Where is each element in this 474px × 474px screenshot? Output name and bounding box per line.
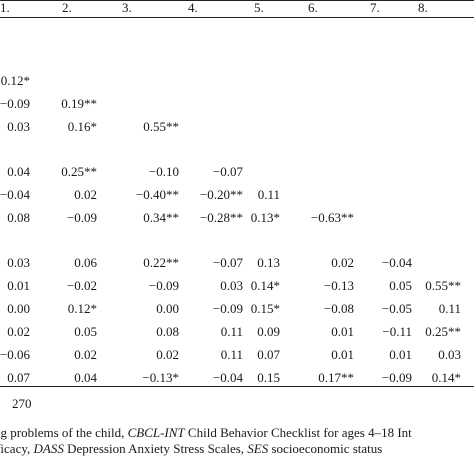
correlation-cell: 0.08 — [156, 324, 179, 339]
correlation-cell: −0.04 — [381, 255, 412, 270]
correlation-cell: 0.03 — [7, 255, 30, 270]
footnote-text: Depression Anxiety Stress Scales, — [63, 441, 248, 456]
correlation-cell: 0.01 — [389, 347, 412, 362]
correlation-cell: −0.09 — [0, 96, 30, 111]
correlation-cell: 0.04 — [74, 370, 97, 385]
correlation-cell: 0.00 — [7, 301, 30, 316]
correlation-cell: 0.15 — [257, 370, 280, 385]
correlation-cell: −0.28** — [199, 210, 243, 225]
correlation-cell: −0.63** — [310, 210, 354, 225]
correlation-cell: −0.13* — [142, 370, 179, 385]
footnote-text: Child Behavior Checklist for ages 4–18 I… — [184, 425, 412, 440]
column-header: 5. — [254, 0, 264, 15]
correlation-cell: 0.02 — [156, 347, 179, 362]
correlation-cell: 0.15* — [250, 301, 280, 316]
correlation-cell: 0.01 — [331, 324, 354, 339]
correlation-cell: 0.14* — [431, 370, 461, 385]
correlation-cell: 0.19** — [61, 96, 97, 111]
correlation-cell: −0.12* — [0, 73, 30, 88]
correlation-cell: 0.03 — [220, 278, 243, 293]
correlation-cell: −0.04 — [0, 187, 30, 202]
header-rule — [0, 17, 474, 18]
correlation-cell: 0.12* — [67, 301, 97, 316]
correlation-cell: 0.55** — [425, 278, 461, 293]
abbreviation-dass: DASS — [33, 441, 64, 456]
correlation-cell: −0.09 — [212, 301, 243, 316]
correlation-cell: 0.01 — [7, 278, 30, 293]
abbreviation-cbcl-int: CBCL-INT — [127, 425, 185, 440]
correlation-cell: 0.07 — [7, 370, 30, 385]
sample-size-value: 270 — [12, 396, 32, 411]
correlation-cell: −0.04 — [212, 370, 243, 385]
correlation-cell: 0.02 — [74, 187, 97, 202]
correlation-cell: 0.11 — [220, 324, 243, 339]
column-header: 6. — [308, 0, 318, 15]
column-header: 2. — [62, 0, 72, 15]
top-rule — [0, 0, 474, 1]
correlation-cell: 0.11 — [257, 187, 280, 202]
column-header: 1. — [0, 0, 10, 15]
correlation-cell: 0.11 — [438, 301, 461, 316]
footnote-text: fficacy, — [0, 441, 31, 456]
correlation-cell: −0.08 — [323, 301, 354, 316]
bottom-rule — [0, 386, 474, 387]
correlation-cell: 0.04 — [7, 164, 30, 179]
correlation-cell: −0.13 — [323, 278, 354, 293]
correlation-cell: −0.09 — [66, 210, 97, 225]
footnote-text: ng problems of the child, — [0, 425, 128, 440]
footnote-line-1: ng problems of the child, CBCL-INT Child… — [0, 425, 412, 440]
correlation-cell: 0.16* — [67, 119, 97, 134]
correlation-cell: 0.34** — [143, 210, 179, 225]
correlation-cell: −0.07 — [212, 164, 243, 179]
correlation-cell: 0.14* — [250, 278, 280, 293]
column-header: 7. — [370, 0, 380, 15]
column-header: 3. — [122, 0, 132, 15]
correlation-cell: 0.01 — [331, 347, 354, 362]
correlation-cell: −0.09 — [381, 370, 412, 385]
correlation-cell: 0.13* — [250, 210, 280, 225]
correlation-cell: 0.55** — [143, 119, 179, 134]
correlation-cell: −0.02 — [66, 278, 97, 293]
correlation-cell: −0.09 — [148, 278, 179, 293]
correlation-cell: 0.03 — [7, 119, 30, 134]
correlation-cell: 0.03 — [438, 347, 461, 362]
correlation-cell: 0.11 — [220, 347, 243, 362]
footnote-line-2: fficacy, DASS Depression Anxiety Stress … — [0, 441, 382, 456]
correlation-cell: 0.13 — [257, 255, 280, 270]
sample-size-note: 270 — [12, 396, 32, 411]
correlation-cell: 0.02 — [74, 347, 97, 362]
footnote-text: socioeconomic status — [268, 441, 383, 456]
abbreviation-ses: SES — [247, 441, 269, 456]
correlation-cell: −0.11 — [382, 324, 412, 339]
correlation-cell: 0.09 — [257, 324, 280, 339]
correlation-cell: −0.06 — [0, 347, 30, 362]
correlation-cell: 0.08 — [7, 210, 30, 225]
correlation-cell: −0.07 — [212, 255, 243, 270]
column-header: 4. — [188, 0, 198, 15]
correlation-cell: 0.25** — [425, 324, 461, 339]
correlation-cell: 0.17** — [318, 370, 354, 385]
correlation-cell: −0.20** — [199, 187, 243, 202]
correlation-cell: 0.25** — [61, 164, 97, 179]
correlation-cell: −0.10 — [148, 164, 179, 179]
column-header: 8. — [418, 0, 428, 15]
correlation-cell: 0.07 — [257, 347, 280, 362]
correlation-cell: 0.05 — [74, 324, 97, 339]
correlation-cell: 0.06 — [74, 255, 97, 270]
correlation-cell: 0.22** — [143, 255, 179, 270]
correlation-cell: 0.00 — [156, 301, 179, 316]
correlation-cell: −0.40** — [135, 187, 179, 202]
correlation-cell: 0.05 — [389, 278, 412, 293]
correlation-cell: 0.02 — [331, 255, 354, 270]
correlation-cell: 0.02 — [7, 324, 30, 339]
correlation-cell: −0.05 — [381, 301, 412, 316]
